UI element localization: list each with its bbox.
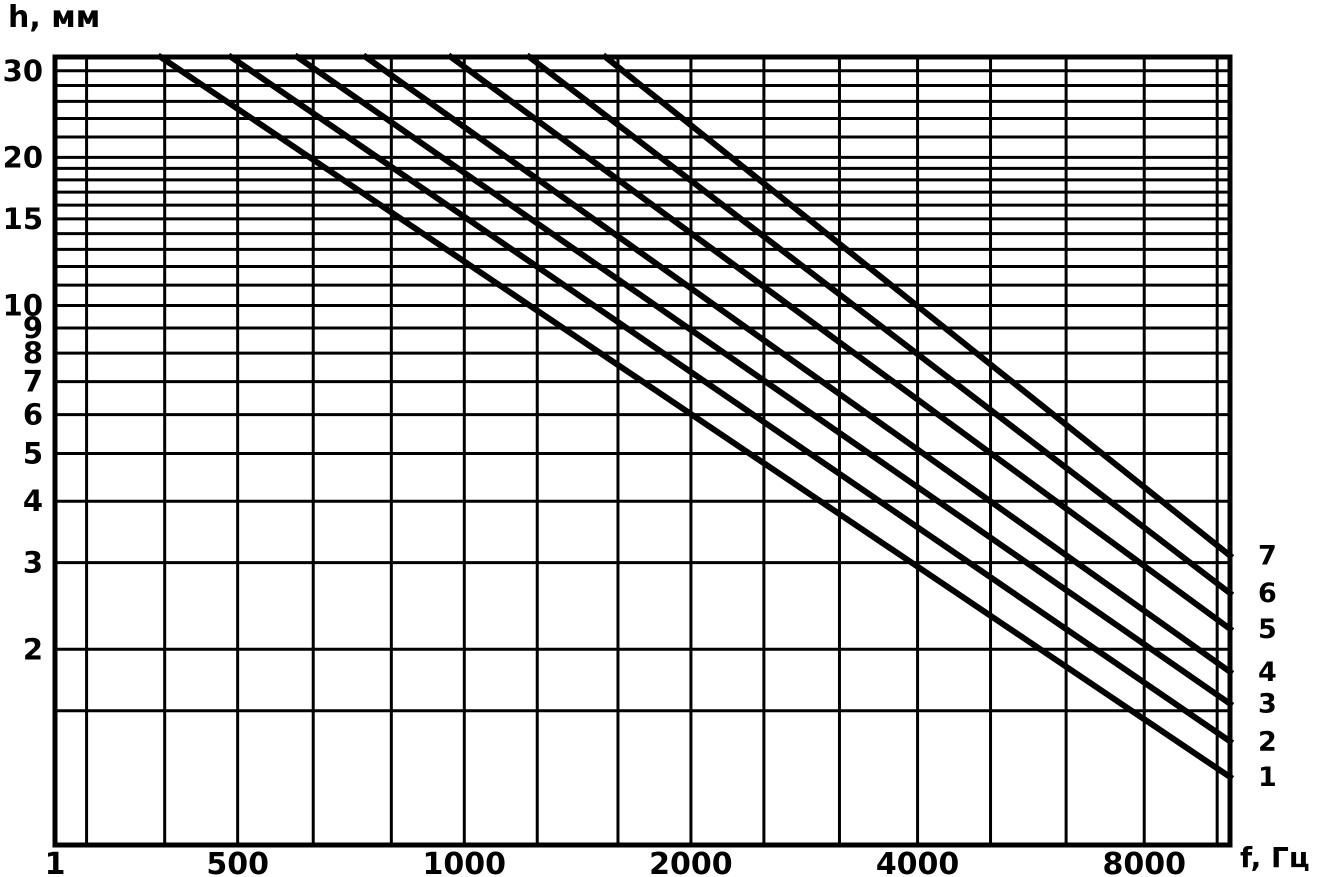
curve-4 bbox=[361, 52, 1235, 676]
curve-label-4: 4 bbox=[1258, 657, 1277, 688]
curve-label-3: 3 bbox=[1258, 689, 1277, 720]
y-tick-label: 20 bbox=[3, 140, 43, 174]
y-tick-label: 30 bbox=[3, 54, 43, 88]
y-tick-label: 8 bbox=[23, 336, 43, 370]
plot-border bbox=[52, 54, 1233, 848]
curve-label-2: 2 bbox=[1258, 726, 1277, 757]
curve-label-6: 6 bbox=[1258, 578, 1277, 609]
y-tick-label: 7 bbox=[23, 365, 43, 399]
curve-label-5: 5 bbox=[1258, 614, 1277, 645]
curve-5 bbox=[446, 52, 1235, 634]
curve-2 bbox=[226, 52, 1235, 746]
y-tick-label: 5 bbox=[23, 437, 43, 471]
y-axis-title: h, мм bbox=[8, 0, 101, 35]
y-tick-label: 3 bbox=[23, 546, 43, 580]
curve-3 bbox=[293, 52, 1235, 708]
x-tick-label: 2000 bbox=[649, 847, 733, 877]
curve-label-7: 7 bbox=[1258, 541, 1277, 572]
y-tick-label: 6 bbox=[23, 398, 43, 432]
y-tick-label: 2 bbox=[23, 632, 43, 666]
y-tick-label: 9 bbox=[23, 311, 43, 345]
x-tick-label: 4000 bbox=[876, 847, 960, 877]
x-axis-title: f, Гц bbox=[1240, 841, 1310, 874]
curve-6 bbox=[525, 52, 1235, 598]
y-tick-label: 15 bbox=[3, 202, 43, 236]
y-tick-label: 10 bbox=[3, 288, 43, 322]
x-tick-label: 1000 bbox=[423, 847, 507, 877]
x-tick-label: 8000 bbox=[1102, 847, 1186, 877]
x-tick-label: 1 bbox=[45, 847, 66, 877]
curve-1 bbox=[156, 52, 1235, 782]
x-tick-label: 500 bbox=[206, 847, 269, 877]
y-tick-label: 4 bbox=[23, 484, 43, 518]
curve-7 bbox=[601, 52, 1235, 560]
curve-label-1: 1 bbox=[1258, 762, 1277, 793]
